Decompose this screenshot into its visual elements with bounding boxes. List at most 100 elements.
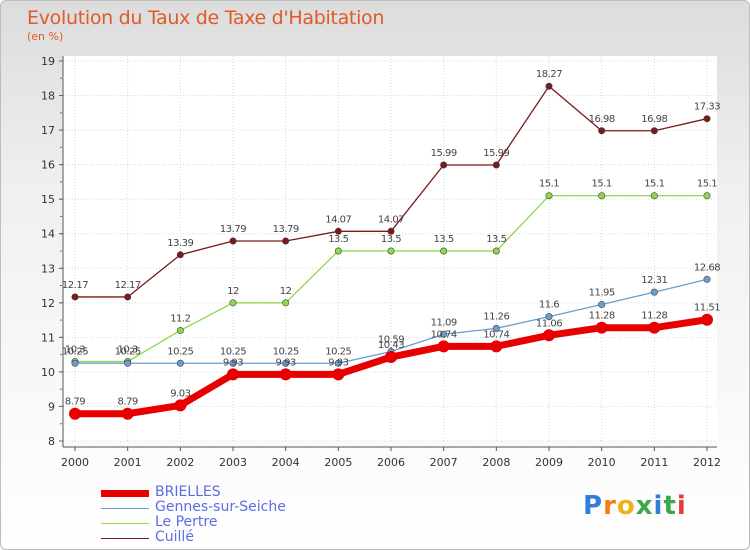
legend-label: Cuillé: [155, 529, 194, 545]
data-label: 15.1: [592, 179, 612, 190]
data-label: 11.51: [694, 303, 720, 314]
legend-swatch: [101, 538, 149, 539]
data-label: 10.25: [273, 346, 299, 357]
data-label: 9.93: [223, 357, 243, 368]
data-point: [229, 299, 237, 307]
data-label: 10.25: [220, 346, 246, 357]
data-label: 9.93: [328, 357, 348, 368]
data-point: [176, 359, 184, 367]
data-label: 15.99: [431, 148, 457, 159]
data-point: [703, 115, 711, 123]
data-point: [334, 227, 342, 235]
data-point: [69, 407, 81, 420]
data-point: [387, 227, 395, 235]
data-label: 13.5: [434, 234, 454, 245]
data-labels: 12.17 12.17 13.39 13.79 13.79 14.07 14.07 15.99…: [62, 69, 721, 408]
data-label: 10.25: [167, 346, 193, 357]
data-label: 12: [227, 286, 239, 297]
data-point: [334, 359, 342, 367]
data-label: 10.3: [118, 345, 138, 356]
y-tick-label: 9: [48, 400, 55, 413]
data-point: [229, 359, 237, 367]
logo-letter: r: [603, 491, 617, 521]
data-point: [282, 359, 290, 367]
data-label: 10.74: [431, 329, 457, 340]
data-label: 10.3: [65, 345, 85, 356]
x-tick-label: 2012: [693, 456, 721, 469]
x-tick-label: 2006: [377, 456, 405, 469]
data-point: [71, 293, 79, 301]
data-point: [650, 127, 658, 135]
data-point: [385, 351, 397, 364]
data-point: [648, 321, 661, 334]
data-label: 18.27: [536, 69, 562, 80]
data-point: [387, 247, 395, 255]
y-tick-label: 13: [41, 262, 55, 275]
data-label: 10.74: [483, 329, 509, 340]
data-label: 10.59: [378, 335, 404, 346]
data-point: [650, 288, 658, 296]
data-label: 16.98: [589, 114, 615, 125]
data-label: 13.5: [381, 234, 401, 245]
chart-title: Evolution du Taux de Taxe d'Habitation: [27, 7, 385, 29]
data-point: [490, 340, 503, 353]
series-layer: [69, 82, 713, 420]
legend-swatch: [101, 490, 149, 497]
x-tick-label: 2000: [61, 456, 89, 469]
data-label: 12: [280, 286, 292, 297]
data-label: 17.33: [694, 102, 720, 113]
data-label: 13.5: [328, 234, 348, 245]
x-tick-label: 2009: [535, 456, 563, 469]
y-tick-label: 10: [41, 366, 55, 379]
data-label: 11.28: [589, 311, 615, 322]
data-point: [701, 313, 713, 326]
proxiti-logo: Proxiti: [583, 491, 687, 521]
legend-label: Le Pertre: [155, 514, 218, 530]
data-point: [543, 329, 555, 342]
logo-letter: x: [635, 491, 654, 521]
data-point: [334, 247, 342, 255]
data-label: 10.25: [325, 346, 351, 357]
data-point: [703, 275, 711, 283]
y-tick-label: 12: [41, 297, 55, 310]
data-label: 9.03: [170, 388, 190, 399]
data-label: 12.17: [62, 280, 88, 291]
y-tick-label: 11: [41, 331, 55, 344]
legend-swatch: [101, 508, 149, 509]
data-label: 9.93: [276, 357, 296, 368]
data-label: 10.25: [62, 346, 88, 357]
x-tick-label: 2001: [114, 456, 142, 469]
data-point: [176, 326, 184, 334]
data-point: [598, 127, 606, 135]
data-label: 13.5: [486, 234, 506, 245]
data-point: [176, 251, 184, 259]
data-point: [437, 340, 450, 353]
data-point: [545, 313, 553, 321]
logo-letter: t: [663, 491, 677, 521]
data-label: 10.43: [378, 340, 404, 351]
data-label: 12.31: [641, 275, 667, 286]
data-label: 13.79: [220, 224, 246, 235]
y-tick-label: 19: [41, 55, 55, 68]
data-label: 15.1: [644, 179, 664, 190]
data-label: 8.79: [118, 397, 138, 408]
data-label: 11.06: [536, 318, 562, 329]
unit-label: (en %): [27, 30, 64, 43]
data-label: 16.98: [641, 114, 667, 125]
data-point: [174, 399, 187, 412]
data-point: [598, 192, 606, 200]
data-point: [595, 321, 608, 334]
data-label: 13.39: [167, 238, 193, 249]
data-point: [227, 368, 239, 381]
data-point: [440, 330, 448, 338]
legend-swatch: [101, 523, 149, 524]
data-point: [598, 301, 606, 309]
data-label: 13.79: [273, 224, 299, 235]
y-tick-label: 15: [41, 193, 55, 206]
data-point: [282, 237, 290, 245]
data-point: [71, 359, 79, 367]
data-label: 15.1: [697, 179, 717, 190]
x-tick-label: 2008: [482, 456, 510, 469]
data-point: [650, 192, 658, 200]
